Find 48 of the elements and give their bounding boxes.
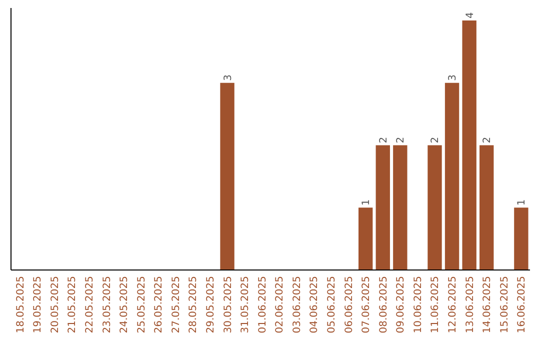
data-label: 2 xyxy=(396,136,407,144)
data-label: 1 xyxy=(516,199,528,206)
x-tick-label: 27.05.2025 xyxy=(170,276,182,334)
x-tick-label: 23.05.2025 xyxy=(102,276,113,334)
x-tick-label: 03.06.2025 xyxy=(292,276,303,334)
data-label: 3 xyxy=(222,74,234,81)
x-tick-label: 19.05.2025 xyxy=(32,276,44,334)
bar xyxy=(462,20,476,270)
bar xyxy=(358,208,373,270)
x-tick-label: 13.06.2025 xyxy=(464,276,476,334)
x-tick-label: 25.05.2025 xyxy=(136,276,148,334)
x-tick-label: 06.06.2025 xyxy=(344,276,355,334)
x-tick-label: 28.05.2025 xyxy=(188,276,200,334)
bar xyxy=(220,82,234,270)
x-tick-label: 20.05.2025 xyxy=(50,276,61,334)
x-tick-label: 12.06.2025 xyxy=(448,276,459,334)
bar xyxy=(376,145,390,270)
bar xyxy=(514,208,528,270)
x-tick-label: 01.06.2025 xyxy=(257,276,268,334)
data-label: 1 xyxy=(361,199,372,206)
data-label: 4 xyxy=(464,12,476,18)
x-tick-label: 29.05.2025 xyxy=(205,276,216,334)
x-tick-label: 11.06.2025 xyxy=(430,276,442,334)
x-tick-label: 08.06.2025 xyxy=(378,276,390,334)
bar xyxy=(444,82,460,270)
x-tick-label: 21.05.2025 xyxy=(67,276,78,334)
x-tick-label: 07.06.2025 xyxy=(361,276,372,334)
x-tick-label: 24.05.2025 xyxy=(119,276,130,334)
x-tick-label: 22.05.2025 xyxy=(84,276,96,334)
x-tick-label: 16.06.2025 xyxy=(516,276,528,334)
data-label: 2 xyxy=(378,136,390,144)
x-tick-label: 05.06.2025 xyxy=(326,276,338,334)
x-tick-label: 18.05.2025 xyxy=(15,276,26,334)
x-tick-label: 10.06.2025 xyxy=(412,276,424,334)
x-tick-label: 04.06.2025 xyxy=(309,276,320,334)
x-tick-label: 15.06.2025 xyxy=(499,276,510,334)
x-tick-label: 31.05.2025 xyxy=(240,276,252,334)
bar xyxy=(428,145,442,270)
x-tick-label: 26.05.2025 xyxy=(154,276,165,334)
bar xyxy=(480,145,494,270)
data-label: 2 xyxy=(430,136,442,144)
x-tick-label: 02.06.2025 xyxy=(274,276,286,334)
x-tick-label: 14.06.2025 xyxy=(482,276,494,334)
x-tick-label: 09.06.2025 xyxy=(396,276,407,334)
bar xyxy=(393,145,408,270)
data-label: 3 xyxy=(448,74,459,81)
x-tick-label: 30.05.2025 xyxy=(222,276,234,334)
data-label: 2 xyxy=(482,136,494,144)
